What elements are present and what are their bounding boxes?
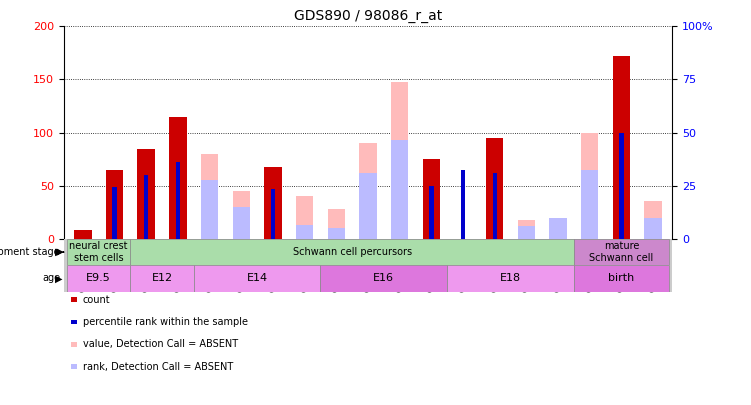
Bar — [429, 186, 433, 239]
Title: GDS890 / 98086_r_at: GDS890 / 98086_r_at — [294, 9, 442, 23]
Bar — [201, 154, 219, 239]
Bar — [264, 181, 282, 239]
Bar — [296, 225, 313, 239]
Bar — [74, 230, 92, 239]
Bar — [391, 140, 409, 239]
Bar — [493, 173, 497, 239]
Text: count: count — [83, 295, 110, 305]
Bar — [106, 170, 123, 239]
Text: E9.5: E9.5 — [86, 273, 111, 283]
Bar — [461, 170, 465, 239]
Bar — [391, 82, 409, 239]
Bar — [644, 201, 662, 239]
Bar — [327, 209, 345, 239]
Bar — [271, 189, 275, 239]
Bar — [113, 187, 116, 239]
Text: age: age — [42, 273, 60, 283]
Bar — [644, 218, 662, 239]
Bar — [67, 265, 131, 292]
Text: development stage: development stage — [0, 247, 60, 257]
Text: rank, Detection Call = ABSENT: rank, Detection Call = ABSENT — [83, 362, 233, 371]
Bar — [574, 265, 669, 292]
Bar — [201, 181, 219, 239]
Bar — [423, 159, 440, 239]
Text: E14: E14 — [246, 273, 267, 283]
Bar — [359, 143, 377, 239]
Text: ▶: ▶ — [55, 273, 62, 283]
Text: E18: E18 — [500, 273, 521, 283]
Bar — [517, 226, 535, 239]
Bar — [517, 220, 535, 239]
Bar — [137, 149, 155, 239]
Bar — [169, 117, 186, 239]
Bar — [321, 265, 447, 292]
Text: E16: E16 — [373, 273, 394, 283]
Bar — [327, 228, 345, 239]
Text: ▶: ▶ — [55, 247, 62, 257]
Bar — [574, 239, 669, 265]
Text: E12: E12 — [152, 273, 173, 283]
Bar — [74, 230, 92, 239]
Bar — [620, 133, 623, 239]
Text: Schwann cell percursors: Schwann cell percursors — [293, 247, 412, 257]
Bar — [233, 191, 250, 239]
Text: value, Detection Call = ABSENT: value, Detection Call = ABSENT — [83, 339, 238, 349]
Bar — [233, 207, 250, 239]
Bar — [486, 138, 503, 239]
Bar — [359, 173, 377, 239]
Bar — [144, 175, 149, 239]
Bar — [194, 265, 321, 292]
Bar — [131, 265, 194, 292]
Bar — [67, 239, 131, 265]
Bar — [613, 56, 630, 239]
Bar — [296, 196, 313, 239]
Bar — [131, 239, 574, 265]
Text: percentile rank within the sample: percentile rank within the sample — [83, 317, 248, 327]
Text: mature
Schwann cell: mature Schwann cell — [590, 241, 653, 263]
Bar — [550, 218, 567, 239]
Text: birth: birth — [608, 273, 635, 283]
Bar — [581, 170, 599, 239]
Bar — [264, 167, 282, 239]
Text: neural crest
stem cells: neural crest stem cells — [69, 241, 128, 263]
Bar — [613, 133, 630, 239]
Bar — [447, 265, 574, 292]
Bar — [581, 133, 599, 239]
Bar — [176, 162, 180, 239]
Bar — [550, 218, 567, 239]
